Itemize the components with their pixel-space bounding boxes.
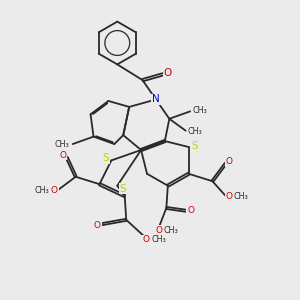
Text: S: S bbox=[191, 140, 198, 151]
Text: O: O bbox=[60, 151, 67, 160]
Text: O: O bbox=[94, 221, 101, 230]
Text: O: O bbox=[155, 226, 162, 235]
Text: O: O bbox=[51, 186, 58, 195]
Text: CH₃: CH₃ bbox=[152, 235, 166, 244]
Text: O: O bbox=[164, 68, 172, 78]
Text: S: S bbox=[119, 184, 126, 194]
Text: CH₃: CH₃ bbox=[188, 128, 203, 136]
Text: CH₃: CH₃ bbox=[55, 140, 70, 149]
Text: N: N bbox=[152, 94, 160, 104]
Text: CH₃: CH₃ bbox=[34, 186, 49, 195]
Text: CH₃: CH₃ bbox=[234, 192, 249, 201]
Text: S: S bbox=[103, 153, 109, 163]
Text: CH₃: CH₃ bbox=[164, 226, 178, 235]
Text: O: O bbox=[226, 192, 233, 201]
Text: CH₃: CH₃ bbox=[192, 106, 207, 115]
Text: O: O bbox=[187, 206, 194, 215]
Text: O: O bbox=[143, 235, 150, 244]
Text: O: O bbox=[226, 158, 233, 166]
